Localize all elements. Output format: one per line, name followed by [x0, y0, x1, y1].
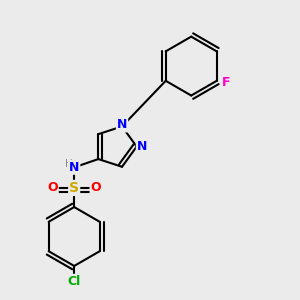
Text: N: N	[69, 161, 80, 174]
Text: N: N	[137, 140, 147, 153]
Text: O: O	[47, 182, 58, 194]
Text: H: H	[65, 159, 73, 169]
Text: O: O	[91, 182, 101, 194]
Text: Cl: Cl	[68, 275, 81, 288]
Text: S: S	[69, 181, 79, 195]
Text: N: N	[117, 118, 127, 131]
Text: F: F	[222, 76, 230, 89]
